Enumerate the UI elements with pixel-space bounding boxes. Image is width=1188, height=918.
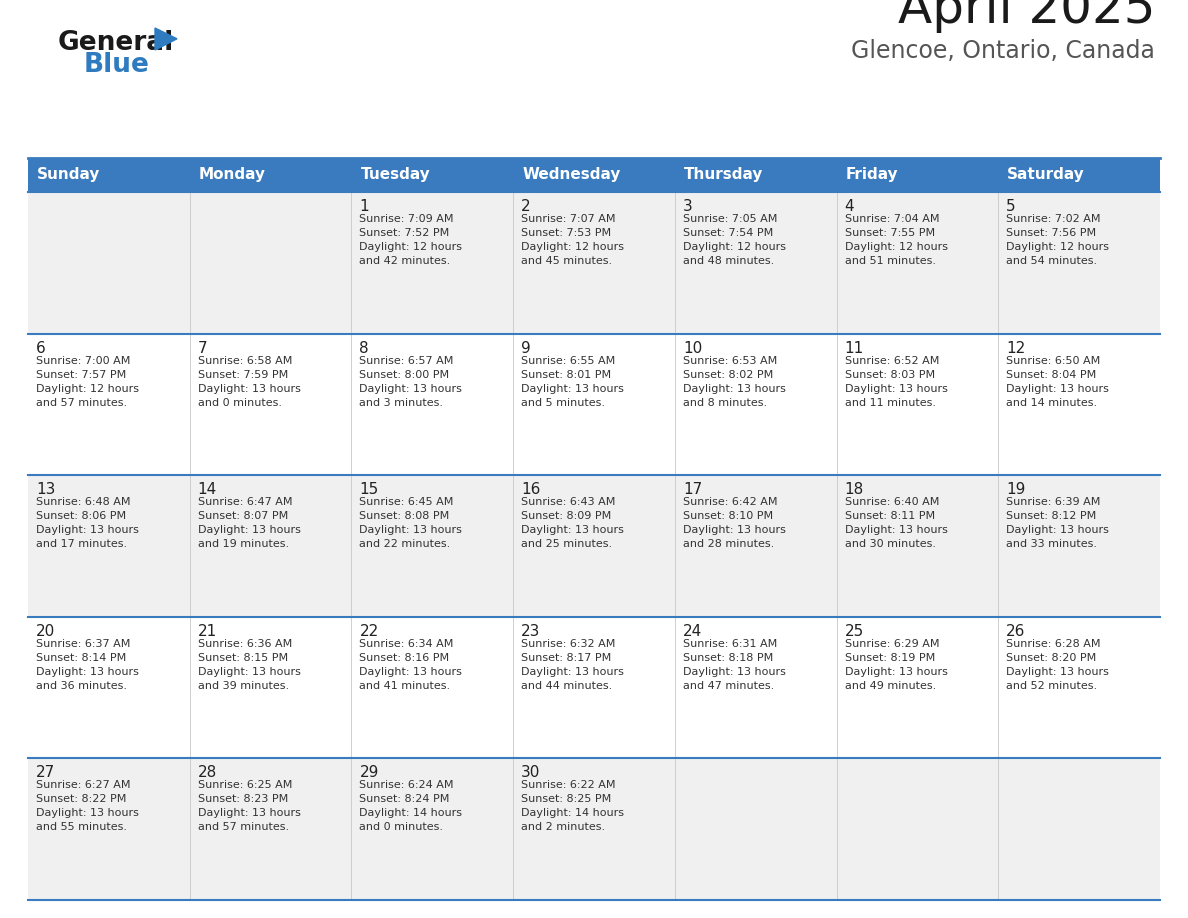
Text: Sunrise: 6:53 AM
Sunset: 8:02 PM
Daylight: 13 hours
and 8 minutes.: Sunrise: 6:53 AM Sunset: 8:02 PM Dayligh… [683, 355, 785, 408]
Text: 28: 28 [197, 766, 217, 780]
Polygon shape [154, 28, 177, 50]
Text: Sunrise: 6:47 AM
Sunset: 8:07 PM
Daylight: 13 hours
and 19 minutes.: Sunrise: 6:47 AM Sunset: 8:07 PM Dayligh… [197, 498, 301, 549]
Text: 27: 27 [36, 766, 56, 780]
Text: 15: 15 [360, 482, 379, 498]
Text: Tuesday: Tuesday [360, 167, 430, 183]
Text: Sunrise: 6:22 AM
Sunset: 8:25 PM
Daylight: 14 hours
and 2 minutes.: Sunrise: 6:22 AM Sunset: 8:25 PM Dayligh… [522, 780, 624, 833]
Text: Blue: Blue [84, 52, 150, 78]
Text: Sunrise: 6:55 AM
Sunset: 8:01 PM
Daylight: 13 hours
and 5 minutes.: Sunrise: 6:55 AM Sunset: 8:01 PM Dayligh… [522, 355, 624, 408]
Text: Sunrise: 6:25 AM
Sunset: 8:23 PM
Daylight: 13 hours
and 57 minutes.: Sunrise: 6:25 AM Sunset: 8:23 PM Dayligh… [197, 780, 301, 833]
Text: Sunrise: 7:05 AM
Sunset: 7:54 PM
Daylight: 12 hours
and 48 minutes.: Sunrise: 7:05 AM Sunset: 7:54 PM Dayligh… [683, 214, 785, 266]
Text: 11: 11 [845, 341, 864, 355]
Text: Sunrise: 7:02 AM
Sunset: 7:56 PM
Daylight: 12 hours
and 54 minutes.: Sunrise: 7:02 AM Sunset: 7:56 PM Dayligh… [1006, 214, 1110, 266]
Bar [29, 192, 1159, 333]
Bar [29, 158, 1159, 192]
Text: 13: 13 [36, 482, 56, 498]
Text: Sunrise: 6:28 AM
Sunset: 8:20 PM
Daylight: 13 hours
and 52 minutes.: Sunrise: 6:28 AM Sunset: 8:20 PM Dayligh… [1006, 639, 1110, 691]
Text: 2: 2 [522, 199, 531, 214]
Text: Sunrise: 6:34 AM
Sunset: 8:16 PM
Daylight: 13 hours
and 41 minutes.: Sunrise: 6:34 AM Sunset: 8:16 PM Dayligh… [360, 639, 462, 691]
Text: Sunrise: 7:00 AM
Sunset: 7:57 PM
Daylight: 12 hours
and 57 minutes.: Sunrise: 7:00 AM Sunset: 7:57 PM Dayligh… [36, 355, 139, 408]
Text: 12: 12 [1006, 341, 1025, 355]
Text: 9: 9 [522, 341, 531, 355]
Text: 1: 1 [360, 199, 369, 214]
Text: Sunrise: 6:50 AM
Sunset: 8:04 PM
Daylight: 13 hours
and 14 minutes.: Sunrise: 6:50 AM Sunset: 8:04 PM Dayligh… [1006, 355, 1110, 408]
Text: Sunrise: 6:32 AM
Sunset: 8:17 PM
Daylight: 13 hours
and 44 minutes.: Sunrise: 6:32 AM Sunset: 8:17 PM Dayligh… [522, 639, 624, 691]
Text: Sunrise: 6:24 AM
Sunset: 8:24 PM
Daylight: 14 hours
and 0 minutes.: Sunrise: 6:24 AM Sunset: 8:24 PM Dayligh… [360, 780, 462, 833]
Text: Sunrise: 6:42 AM
Sunset: 8:10 PM
Daylight: 13 hours
and 28 minutes.: Sunrise: 6:42 AM Sunset: 8:10 PM Dayligh… [683, 498, 785, 549]
Text: Sunrise: 6:48 AM
Sunset: 8:06 PM
Daylight: 13 hours
and 17 minutes.: Sunrise: 6:48 AM Sunset: 8:06 PM Dayligh… [36, 498, 139, 549]
Text: Sunrise: 7:07 AM
Sunset: 7:53 PM
Daylight: 12 hours
and 45 minutes.: Sunrise: 7:07 AM Sunset: 7:53 PM Dayligh… [522, 214, 624, 266]
Bar [29, 476, 1159, 617]
Text: 14: 14 [197, 482, 217, 498]
Text: 8: 8 [360, 341, 369, 355]
Bar [29, 617, 1159, 758]
Text: 23: 23 [522, 624, 541, 639]
Text: 20: 20 [36, 624, 56, 639]
Text: Sunrise: 6:36 AM
Sunset: 8:15 PM
Daylight: 13 hours
and 39 minutes.: Sunrise: 6:36 AM Sunset: 8:15 PM Dayligh… [197, 639, 301, 691]
Text: 22: 22 [360, 624, 379, 639]
Bar [29, 333, 1159, 476]
Text: Sunrise: 7:04 AM
Sunset: 7:55 PM
Daylight: 12 hours
and 51 minutes.: Sunrise: 7:04 AM Sunset: 7:55 PM Dayligh… [845, 214, 948, 266]
Text: 4: 4 [845, 199, 854, 214]
Text: 17: 17 [683, 482, 702, 498]
Text: 10: 10 [683, 341, 702, 355]
Text: Sunrise: 6:31 AM
Sunset: 8:18 PM
Daylight: 13 hours
and 47 minutes.: Sunrise: 6:31 AM Sunset: 8:18 PM Dayligh… [683, 639, 785, 691]
Text: 21: 21 [197, 624, 217, 639]
Text: Sunrise: 6:29 AM
Sunset: 8:19 PM
Daylight: 13 hours
and 49 minutes.: Sunrise: 6:29 AM Sunset: 8:19 PM Dayligh… [845, 639, 948, 691]
Text: General: General [58, 30, 175, 56]
Bar [29, 758, 1159, 900]
Text: 24: 24 [683, 624, 702, 639]
Text: 30: 30 [522, 766, 541, 780]
Text: 19: 19 [1006, 482, 1025, 498]
Text: April 2025: April 2025 [897, 0, 1155, 33]
Text: Sunrise: 6:39 AM
Sunset: 8:12 PM
Daylight: 13 hours
and 33 minutes.: Sunrise: 6:39 AM Sunset: 8:12 PM Dayligh… [1006, 498, 1110, 549]
Text: Sunday: Sunday [37, 167, 100, 183]
Text: Sunrise: 6:27 AM
Sunset: 8:22 PM
Daylight: 13 hours
and 55 minutes.: Sunrise: 6:27 AM Sunset: 8:22 PM Dayligh… [36, 780, 139, 833]
Text: 3: 3 [683, 199, 693, 214]
Text: 18: 18 [845, 482, 864, 498]
Text: Sunrise: 6:40 AM
Sunset: 8:11 PM
Daylight: 13 hours
and 30 minutes.: Sunrise: 6:40 AM Sunset: 8:11 PM Dayligh… [845, 498, 948, 549]
Text: Saturday: Saturday [1007, 167, 1085, 183]
Text: Wednesday: Wednesday [523, 167, 620, 183]
Text: Sunrise: 6:37 AM
Sunset: 8:14 PM
Daylight: 13 hours
and 36 minutes.: Sunrise: 6:37 AM Sunset: 8:14 PM Dayligh… [36, 639, 139, 691]
Text: Monday: Monday [198, 167, 266, 183]
Text: Sunrise: 7:09 AM
Sunset: 7:52 PM
Daylight: 12 hours
and 42 minutes.: Sunrise: 7:09 AM Sunset: 7:52 PM Dayligh… [360, 214, 462, 266]
Text: 7: 7 [197, 341, 208, 355]
Text: Friday: Friday [846, 167, 898, 183]
Text: 25: 25 [845, 624, 864, 639]
Text: Thursday: Thursday [684, 167, 763, 183]
Text: 29: 29 [360, 766, 379, 780]
Text: 26: 26 [1006, 624, 1025, 639]
Text: Sunrise: 6:45 AM
Sunset: 8:08 PM
Daylight: 13 hours
and 22 minutes.: Sunrise: 6:45 AM Sunset: 8:08 PM Dayligh… [360, 498, 462, 549]
Text: Sunrise: 6:58 AM
Sunset: 7:59 PM
Daylight: 13 hours
and 0 minutes.: Sunrise: 6:58 AM Sunset: 7:59 PM Dayligh… [197, 355, 301, 408]
Text: Sunrise: 6:57 AM
Sunset: 8:00 PM
Daylight: 13 hours
and 3 minutes.: Sunrise: 6:57 AM Sunset: 8:00 PM Dayligh… [360, 355, 462, 408]
Text: 6: 6 [36, 341, 46, 355]
Text: 16: 16 [522, 482, 541, 498]
Text: 5: 5 [1006, 199, 1016, 214]
Text: Glencoe, Ontario, Canada: Glencoe, Ontario, Canada [851, 39, 1155, 63]
Text: Sunrise: 6:43 AM
Sunset: 8:09 PM
Daylight: 13 hours
and 25 minutes.: Sunrise: 6:43 AM Sunset: 8:09 PM Dayligh… [522, 498, 624, 549]
Text: Sunrise: 6:52 AM
Sunset: 8:03 PM
Daylight: 13 hours
and 11 minutes.: Sunrise: 6:52 AM Sunset: 8:03 PM Dayligh… [845, 355, 948, 408]
